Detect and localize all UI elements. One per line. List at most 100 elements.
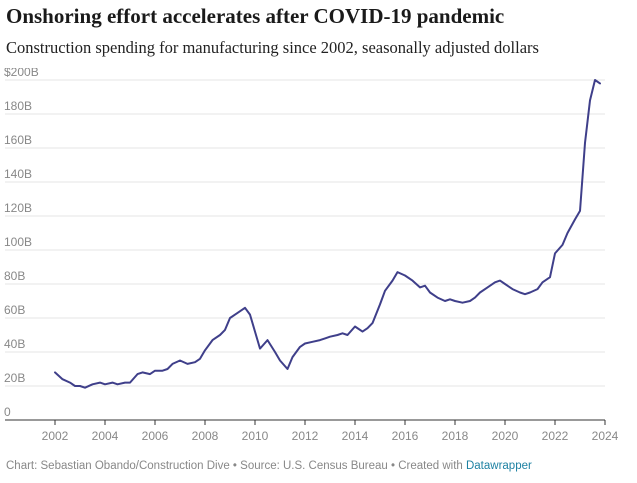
- data-point: [584, 142, 586, 144]
- data-point: [354, 326, 356, 328]
- data-point: [487, 286, 489, 288]
- data-point: [574, 218, 576, 220]
- data-point: [329, 336, 331, 338]
- data-point: [259, 348, 261, 350]
- y-tick-label: 60B: [4, 303, 25, 317]
- data-point: [444, 300, 446, 302]
- data-point: [69, 382, 71, 384]
- y-tick-label: 120B: [4, 201, 32, 215]
- data-point: [474, 297, 476, 299]
- data-point: [279, 360, 281, 362]
- x-axis-ticks: 2002 2004 2006 2008 2010 2012 2014 2016 2018 2020…: [42, 420, 619, 443]
- data-point: [74, 385, 76, 387]
- data-point: [519, 292, 521, 294]
- data-point: [562, 244, 564, 246]
- data-point: [594, 79, 596, 81]
- x-tick-label: 2010: [242, 429, 269, 443]
- data-point: [204, 349, 206, 351]
- data-point: [117, 383, 119, 385]
- data-point: [512, 288, 514, 290]
- data-point: [104, 383, 106, 385]
- y-tick-label: 140B: [4, 167, 32, 181]
- gridlines: [5, 79, 605, 421]
- data-point: [129, 382, 131, 384]
- y-tick-label: 20B: [4, 371, 25, 385]
- data-point: [229, 317, 231, 319]
- data-point: [167, 368, 169, 370]
- data-point: [312, 341, 314, 343]
- data-point: [529, 292, 531, 294]
- data-point: [224, 329, 226, 331]
- data-point: [549, 276, 551, 278]
- data-point: [187, 363, 189, 365]
- data-point: [137, 373, 139, 375]
- data-point: [524, 293, 526, 295]
- data-point: [219, 334, 221, 336]
- data-point: [154, 370, 156, 372]
- data-point: [367, 327, 369, 329]
- data-point: [537, 288, 539, 290]
- x-tick-label: 2016: [392, 429, 419, 443]
- y-axis-ticks: 0 20B 40B 60B 80B 100B 120B 140B 160B 180B $200B: [4, 68, 39, 419]
- series-layer: [54, 79, 601, 389]
- chart-title: Onshoring effort accelerates after COVID…: [6, 4, 505, 28]
- x-tick-label: 2006: [142, 429, 169, 443]
- data-point: [194, 361, 196, 363]
- data-point: [84, 387, 86, 389]
- data-point: [212, 339, 214, 341]
- data-point: [362, 331, 364, 333]
- data-point: [287, 368, 289, 370]
- data-point: [249, 314, 251, 316]
- y-tick-label: 160B: [4, 133, 32, 147]
- data-point: [372, 322, 374, 324]
- data-point: [79, 385, 81, 387]
- data-point: [392, 280, 394, 282]
- y-tick-label: $200B: [4, 68, 39, 79]
- data-point: [494, 281, 496, 283]
- data-point: [429, 292, 431, 294]
- data-point: [292, 356, 294, 358]
- data-point: [92, 383, 94, 385]
- data-point: [267, 339, 269, 341]
- data-point: [162, 370, 164, 372]
- data-point: [149, 373, 151, 375]
- data-point: [337, 334, 339, 336]
- x-tick-label: 2024: [592, 429, 619, 443]
- x-tick-label: 2018: [442, 429, 469, 443]
- x-tick-label: 2008: [192, 429, 219, 443]
- y-tick-label: 40B: [4, 337, 25, 351]
- data-point: [342, 332, 344, 334]
- data-point: [469, 300, 471, 302]
- x-tick-label: 2022: [542, 429, 569, 443]
- y-tick-label: 180B: [4, 99, 32, 113]
- data-point: [172, 363, 174, 365]
- data-point: [124, 382, 126, 384]
- data-point: [589, 99, 591, 101]
- data-point: [142, 371, 144, 373]
- series-line: [54, 79, 601, 389]
- data-point: [504, 283, 506, 285]
- data-point: [599, 82, 601, 84]
- line-chart: 0 20B 40B 60B 80B 100B 120B 140B 160B 180B $200B 2…: [4, 68, 619, 443]
- data-point: [499, 280, 501, 282]
- data-point: [404, 275, 406, 277]
- data-point: [412, 280, 414, 282]
- data-point: [54, 371, 56, 373]
- data-point: [179, 360, 181, 362]
- data-point: [99, 382, 101, 384]
- data-point: [384, 290, 386, 292]
- footer-credit: Chart: Sebastian Obando/Construction Div…: [6, 460, 466, 472]
- data-point: [462, 302, 464, 304]
- y-tick-label: 0: [4, 405, 11, 419]
- data-point: [237, 312, 239, 314]
- x-tick-label: 2004: [92, 429, 119, 443]
- chart-footer: Chart: Sebastian Obando/Construction Div…: [6, 460, 532, 472]
- datawrapper-link[interactable]: Datawrapper: [465, 460, 532, 472]
- data-point: [379, 303, 381, 305]
- data-point: [324, 337, 326, 339]
- data-point: [199, 358, 201, 360]
- data-point: [304, 343, 306, 345]
- data-point: [319, 339, 321, 341]
- data-point: [397, 271, 399, 273]
- data-point: [554, 252, 556, 254]
